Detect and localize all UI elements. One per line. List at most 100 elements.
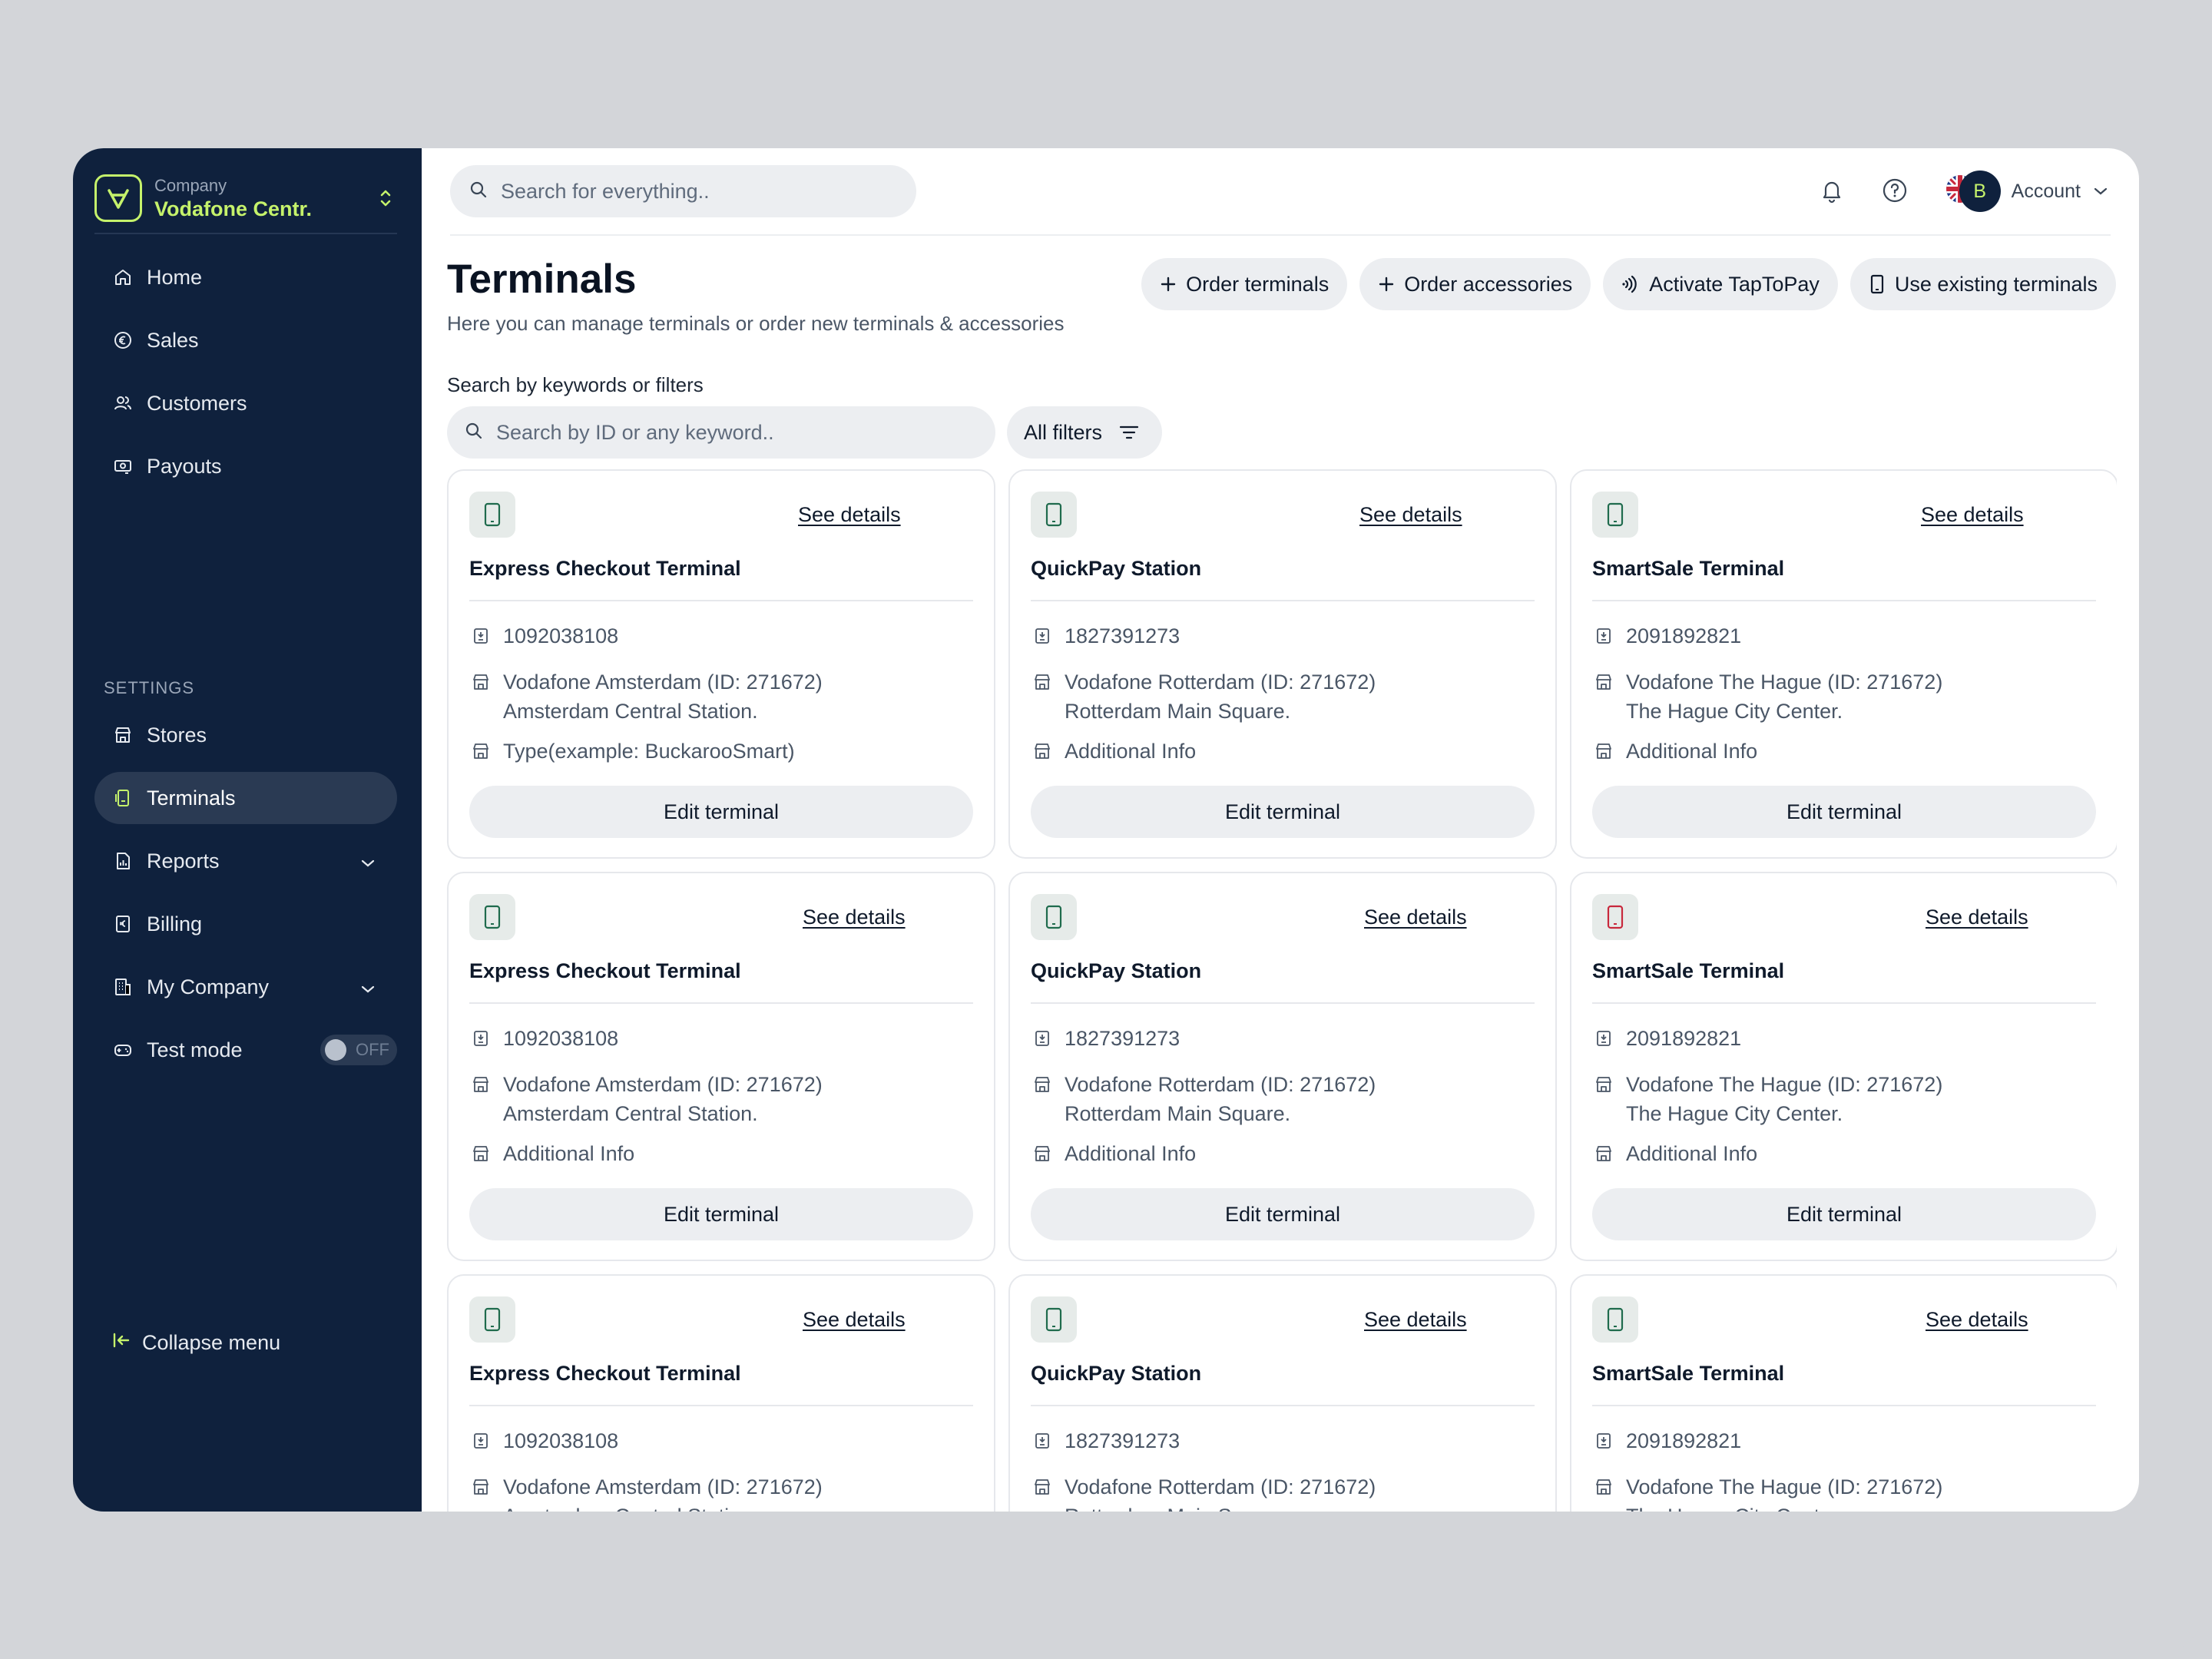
sidebar-item-billing[interactable]: Billing [94,898,397,950]
terminal-info: Additional Info [503,1142,635,1165]
terminal-info: Additional Info [1626,740,1758,763]
terminal-address: The Hague City Center. [1626,1102,1843,1125]
terminal-icon [111,786,134,810]
test-mode-toggle[interactable]: OFF [320,1035,397,1065]
topbar-divider [450,234,2111,236]
terminal-card: See details SmartSale Terminal 2091892821 V… [1570,1274,2117,1512]
terminal-card: See details Express Checkout Terminal 1092… [447,872,995,1261]
terminal-store-row: Vodafone Amsterdam (ID: 271672) Amsterdam… [469,1070,823,1128]
terminal-store: Vodafone The Hague (ID: 271672) [1626,1475,1943,1498]
store-icon [469,1070,492,1099]
edit-terminal-button[interactable]: Edit terminal [469,786,973,838]
edit-terminal-button[interactable]: Edit terminal [469,1188,973,1240]
see-details-link[interactable]: See details [1364,906,1467,929]
terminal-store: Vodafone Amsterdam (ID: 271672) [503,1475,823,1498]
card-divider [1031,600,1535,601]
terminal-card: See details QuickPay Station 1827391273 Vod… [1008,469,1557,859]
edit-terminal-button[interactable]: Edit terminal [1031,1188,1535,1240]
sidebar-item-sales[interactable]: Sales [94,314,397,366]
chevron-down-icon [2093,187,2108,196]
account-menu[interactable]: B Account [1959,167,2108,215]
device-icon [1869,274,1886,294]
id-icon [1592,621,1615,651]
global-search[interactable] [450,165,916,217]
terminal-device-icon [1031,492,1077,538]
see-details-link[interactable]: See details [1926,1308,2028,1331]
terminal-card: See details SmartSale Terminal 2091892821 V… [1570,469,2117,859]
see-details-link[interactable]: See details [1364,1308,1467,1331]
chevron-down-icon [360,849,376,873]
terminal-info: Type(example: BuckarooSmart) [503,740,795,763]
order-accessories-button[interactable]: Order accessories [1359,258,1591,310]
all-filters-button[interactable]: All filters [1007,406,1162,459]
collapse-menu-button[interactable]: Collapse menu [111,1331,280,1355]
global-search-input[interactable] [501,179,859,204]
toggle-knob [325,1039,346,1061]
terminal-store: Vodafone Amsterdam (ID: 271672) [503,1073,823,1096]
terminal-name: SmartSale Terminal [1592,1362,1785,1385]
sidebar-item-terminals[interactable]: Terminals [94,772,397,824]
id-icon [1592,1024,1615,1053]
settings-nav: SETTINGS Stores Terminals Reports Billin… [94,667,397,1087]
sidebar-item-my-company[interactable]: My Company [94,961,397,1013]
see-details-link[interactable]: See details [798,503,901,526]
terminal-device-icon [1592,492,1638,538]
order-terminals-button[interactable]: Order terminals [1141,258,1348,310]
terminal-store: Vodafone Rotterdam (ID: 271672) [1065,1073,1376,1096]
terminal-store: Vodafone The Hague (ID: 271672) [1626,671,1943,694]
edit-terminal-button[interactable]: Edit terminal [1031,786,1535,838]
terminal-device-icon [1031,894,1077,940]
id-icon [469,621,492,651]
sidebar-item-label: Sales [147,328,199,352]
terminal-id-row: 1827391273 [1031,1426,1180,1455]
topbar: B Account [422,148,2139,237]
sidebar-item-payouts[interactable]: Payouts [94,440,397,492]
see-details-link[interactable]: See details [803,1308,906,1331]
terminal-info-row: Additional Info [1592,1139,1757,1168]
edit-terminal-button[interactable]: Edit terminal [1592,786,2096,838]
id-icon [1031,1024,1054,1053]
sidebar-item-stores[interactable]: Stores [94,709,397,761]
sidebar-item-customers[interactable]: Customers [94,377,397,429]
id-icon [1592,1426,1615,1455]
store-icon [1031,667,1054,697]
card-divider [1592,1002,2096,1004]
sidebar-item-reports[interactable]: Reports [94,835,397,887]
sidebar-item-label: Home [147,265,203,289]
see-details-link[interactable]: See details [1926,906,2028,929]
terminal-store-row: Vodafone Rotterdam (ID: 271672) Rotterdam… [1031,1472,1376,1512]
use-existing-terminals-button[interactable]: Use existing terminals [1849,258,2116,310]
filter-section-label: Search by keywords or filters [447,373,704,396]
help-icon[interactable] [1877,173,1912,208]
activate-taptopay-button[interactable]: Activate TapToPay [1603,258,1838,310]
bell-icon[interactable] [1814,173,1849,208]
terminal-id: 2091892821 [1626,1429,1742,1452]
see-details-link[interactable]: See details [803,906,906,929]
terminal-card: See details QuickPay Station 1827391273 Vod… [1008,872,1557,1261]
terminal-id: 2091892821 [1626,1027,1742,1050]
terminal-name: SmartSale Terminal [1592,557,1785,580]
terminal-id-row: 2091892821 [1592,1426,1741,1455]
terminal-id: 2091892821 [1626,624,1742,647]
terminal-store-row: Vodafone Rotterdam (ID: 271672) Rotterdam… [1031,1070,1376,1128]
terminal-id: 1092038108 [503,1027,619,1050]
id-icon [1031,621,1054,651]
terminal-address: Rotterdam Main Square. [1065,1102,1291,1125]
sidebar-item-label: Terminals [147,786,236,810]
company-logo-icon [94,174,142,222]
card-divider [469,600,973,601]
company-switcher[interactable]: Company Vodafone Centr. [94,167,397,229]
main-nav: Home Sales Customers Payouts [94,251,397,503]
see-details-link[interactable]: See details [1921,503,2024,526]
sidebar-item-home[interactable]: Home [94,251,397,303]
keyword-search[interactable] [447,406,995,459]
chevron-down-icon [360,975,376,999]
terminal-id-row: 1092038108 [469,621,618,651]
terminal-id: 1092038108 [503,1429,619,1452]
terminal-store: Vodafone The Hague (ID: 271672) [1626,1073,1943,1096]
see-details-link[interactable]: See details [1359,503,1462,526]
store-icon [1592,737,1615,766]
terminal-name: QuickPay Station [1031,557,1202,580]
keyword-search-input[interactable] [496,420,922,445]
edit-terminal-button[interactable]: Edit terminal [1592,1188,2096,1240]
